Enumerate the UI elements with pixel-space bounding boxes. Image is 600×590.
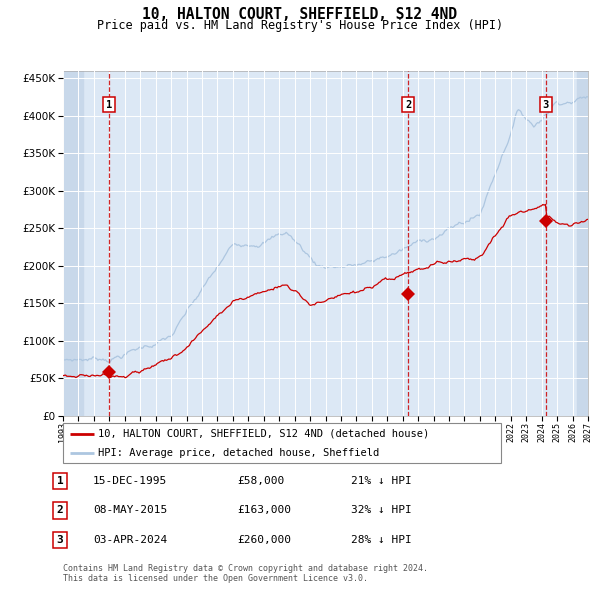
Text: 10, HALTON COURT, SHEFFIELD, S12 4ND: 10, HALTON COURT, SHEFFIELD, S12 4ND <box>143 7 458 22</box>
Text: £163,000: £163,000 <box>237 506 291 515</box>
Text: £58,000: £58,000 <box>237 476 284 486</box>
Text: 1: 1 <box>56 476 64 486</box>
Text: 3: 3 <box>542 100 548 110</box>
Text: 2: 2 <box>56 506 64 515</box>
Text: 10, HALTON COURT, SHEFFIELD, S12 4ND (detached house): 10, HALTON COURT, SHEFFIELD, S12 4ND (de… <box>98 429 429 439</box>
Text: Price paid vs. HM Land Registry's House Price Index (HPI): Price paid vs. HM Land Registry's House … <box>97 19 503 32</box>
Text: 32% ↓ HPI: 32% ↓ HPI <box>351 506 412 515</box>
Text: 2: 2 <box>405 100 411 110</box>
Text: 3: 3 <box>56 535 64 545</box>
Text: 15-DEC-1995: 15-DEC-1995 <box>93 476 167 486</box>
Bar <box>63 71 83 416</box>
Text: Contains HM Land Registry data © Crown copyright and database right 2024.
This d: Contains HM Land Registry data © Crown c… <box>63 563 428 583</box>
Text: 21% ↓ HPI: 21% ↓ HPI <box>351 476 412 486</box>
Text: £260,000: £260,000 <box>237 535 291 545</box>
Text: HPI: Average price, detached house, Sheffield: HPI: Average price, detached house, Shef… <box>98 448 379 458</box>
Text: 08-MAY-2015: 08-MAY-2015 <box>93 506 167 515</box>
Bar <box>577 71 588 416</box>
Text: 28% ↓ HPI: 28% ↓ HPI <box>351 535 412 545</box>
Text: 1: 1 <box>106 100 112 110</box>
Text: 03-APR-2024: 03-APR-2024 <box>93 535 167 545</box>
